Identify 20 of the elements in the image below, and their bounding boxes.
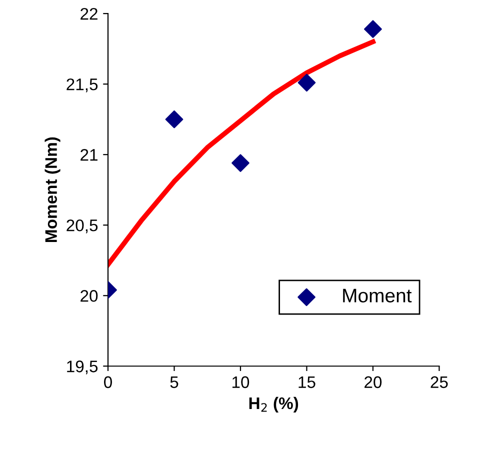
y-tick-label: 19,5 bbox=[67, 360, 98, 374]
point bbox=[298, 74, 316, 92]
x-tick-label: 10 bbox=[232, 376, 250, 388]
y-axis-title: Moment (Nm) bbox=[44, 137, 60, 242]
x-tick-label: 20 bbox=[364, 376, 382, 388]
y-tick-label: 21 bbox=[80, 148, 98, 161]
x-tick-label: 0 bbox=[104, 376, 112, 388]
y-tick-label: 22 bbox=[80, 8, 98, 20]
y-tick-label: 21,5 bbox=[66, 78, 98, 92]
point bbox=[232, 154, 250, 172]
x-tick-label: 25 bbox=[430, 376, 448, 388]
x-tick-label: 15 bbox=[298, 376, 316, 388]
x-tick-label: 5 bbox=[170, 376, 178, 388]
legend-label: Moment bbox=[343, 288, 412, 302]
point bbox=[165, 110, 184, 128]
line-series bbox=[108, 39, 376, 268]
y-tick-label: 20 bbox=[80, 290, 98, 302]
point bbox=[364, 20, 382, 38]
x-axis-title: H$_{2}$ (%) bbox=[249, 396, 298, 412]
y-tick-label: 20,5 bbox=[66, 219, 98, 234]
